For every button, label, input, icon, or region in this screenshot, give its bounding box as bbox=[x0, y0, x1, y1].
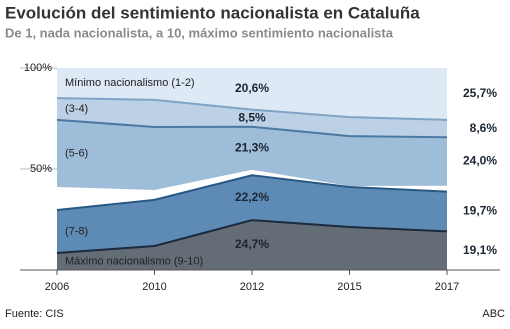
value-label: 19,7% bbox=[463, 204, 497, 218]
x-tick-label: 2006 bbox=[45, 281, 69, 293]
area bbox=[57, 119, 447, 191]
value-label: 25,7% bbox=[463, 86, 497, 100]
x-tick-label: 2015 bbox=[337, 281, 361, 293]
series-label: (7-8) bbox=[65, 225, 88, 237]
series-line bbox=[56, 174, 448, 212]
source: Fuente: CIS bbox=[5, 308, 64, 320]
series-line bbox=[56, 118, 448, 139]
value-label: 21,3% bbox=[235, 140, 269, 154]
area bbox=[57, 98, 447, 138]
y-tick-label: 100% bbox=[24, 62, 52, 74]
value-label: 8,6% bbox=[470, 121, 498, 135]
series-label: (5-6) bbox=[65, 147, 88, 159]
credit: ABC bbox=[482, 308, 505, 320]
x-tick-label: 2017 bbox=[435, 281, 459, 293]
value-label: 24,7% bbox=[235, 237, 269, 251]
value-label: 8,5% bbox=[238, 110, 266, 124]
series-label: Máximo nacionalismo (9-10) bbox=[65, 255, 203, 267]
x-tick-label: 2012 bbox=[240, 281, 264, 293]
value-label: 24,0% bbox=[463, 154, 497, 168]
series-label: Mínimo nacionalismo (1-2) bbox=[65, 77, 195, 89]
series-line bbox=[56, 219, 448, 255]
area bbox=[57, 220, 447, 270]
value-label: 19,1% bbox=[463, 243, 497, 257]
series-line bbox=[56, 97, 448, 121]
chart-subtitle: De 1, nada nacionalista, a 10, máximo se… bbox=[5, 25, 394, 40]
value-label: 20,6% bbox=[235, 81, 269, 95]
area bbox=[57, 175, 447, 254]
chart-title: Evolución del sentimiento nacionalista e… bbox=[5, 3, 420, 22]
series-label: (3-4) bbox=[65, 103, 88, 115]
value-label: 22,2% bbox=[235, 190, 269, 204]
area bbox=[57, 68, 447, 120]
y-tick-label: 50% bbox=[30, 163, 52, 175]
x-tick-label: 2010 bbox=[142, 281, 166, 293]
